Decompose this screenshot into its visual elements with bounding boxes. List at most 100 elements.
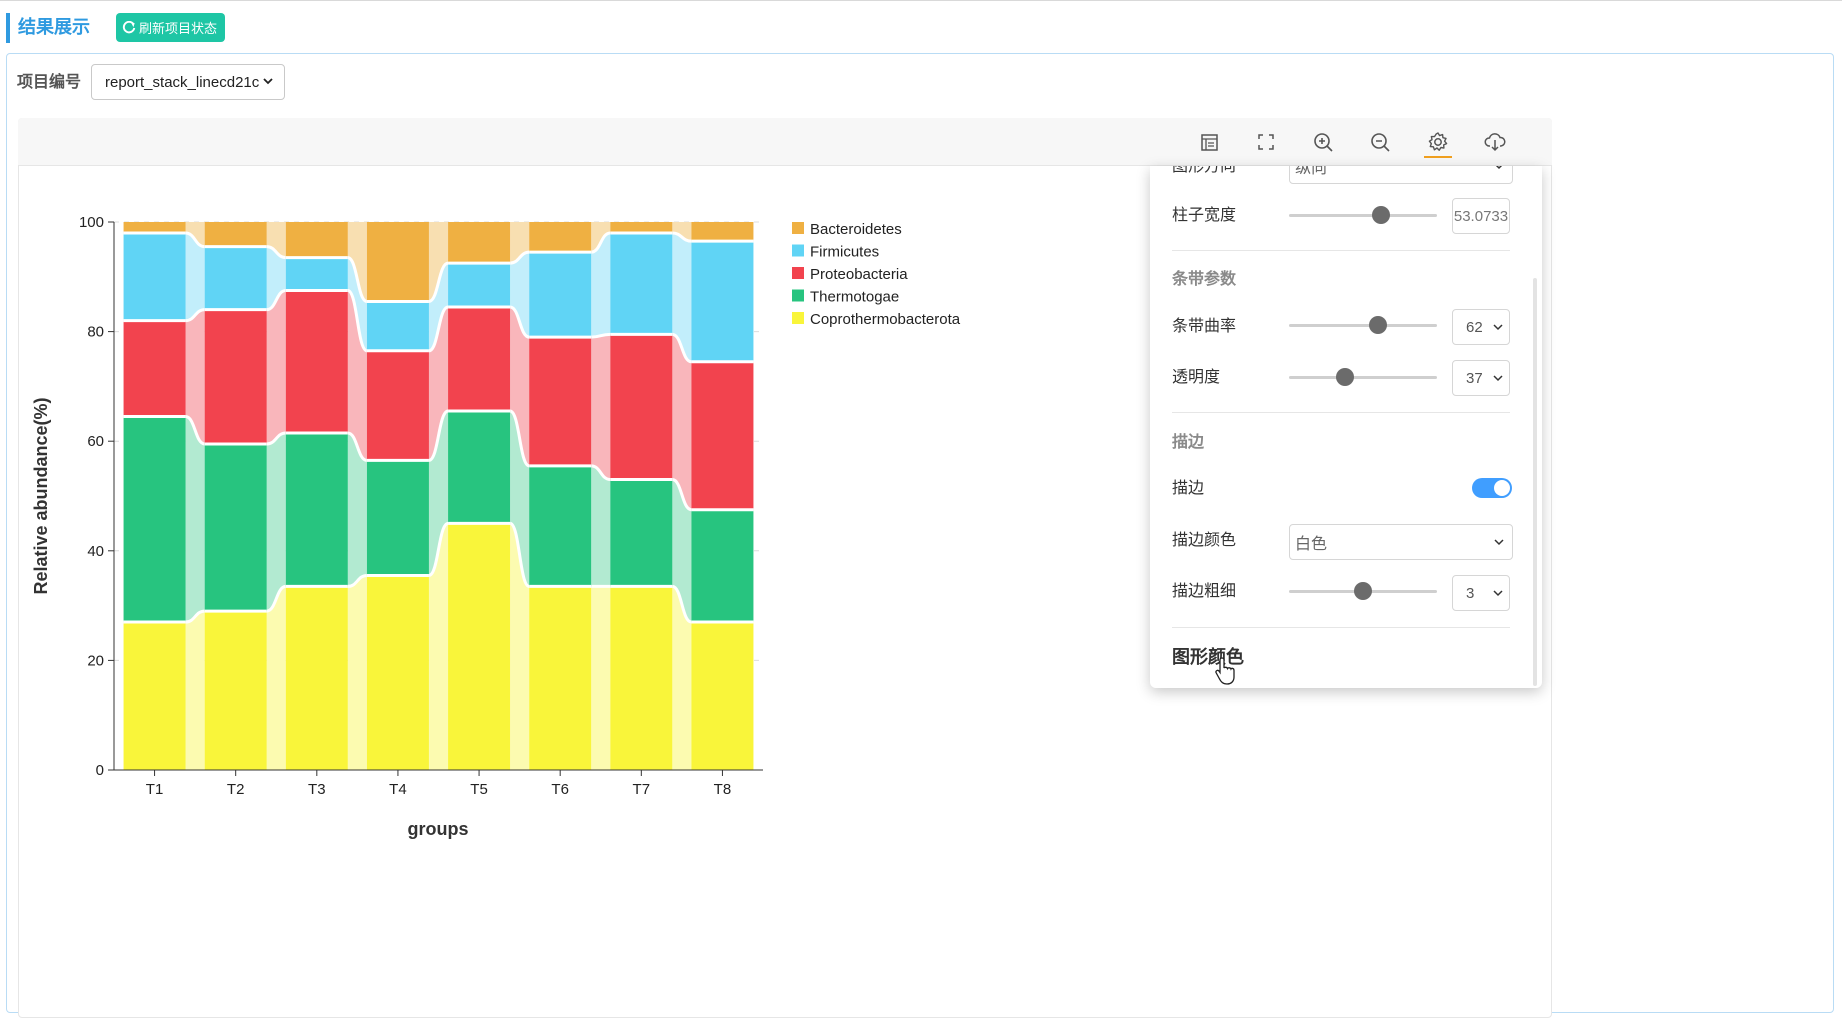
- hand-cursor-icon: [1215, 657, 1235, 685]
- refresh-status-button[interactable]: 刷新项目状态: [116, 13, 226, 42]
- bar-t2-coprothermobacterota: [204, 611, 267, 770]
- band-curvature-slider[interactable]: [1289, 316, 1437, 334]
- band-edge: [509, 409, 530, 468]
- bar-t6-bacteroidetes: [529, 222, 592, 253]
- band-bacteroidetes: [185, 222, 205, 247]
- band-edge: [266, 245, 287, 260]
- x-tick-label: T4: [389, 781, 407, 798]
- bar-t5-proteobacteria: [448, 306, 511, 412]
- y-tick-label: 100: [79, 214, 104, 231]
- settings-button[interactable]: [1424, 128, 1452, 158]
- band-edge: [672, 231, 692, 243]
- y-tick-label: 80: [87, 324, 104, 341]
- stroke-toggle-switch[interactable]: [1472, 478, 1512, 498]
- zoom-in-button[interactable]: [1310, 128, 1336, 156]
- bar-t8-proteobacteria: [691, 361, 754, 510]
- chevron-down-icon: [1493, 375, 1503, 382]
- bar-t2-bacteroidetes: [204, 222, 267, 247]
- title-accent-bar: [6, 13, 10, 43]
- bar-t6-proteobacteria: [529, 337, 592, 466]
- y-axis-title: Relative abundance(%): [31, 397, 51, 594]
- bar-width-input[interactable]: 53.0733: [1452, 198, 1510, 234]
- band-bacteroidetes: [428, 222, 449, 302]
- band-proteobacteria: [266, 290, 286, 444]
- band-edge: [185, 231, 205, 249]
- bar-t4-proteobacteria: [366, 350, 429, 461]
- bar-t3-thermotogae: [285, 432, 348, 587]
- bar-t7-proteobacteria: [610, 334, 673, 480]
- chart-direction-select[interactable]: 纵向: [1289, 166, 1513, 184]
- band-coprothermobacterota: [510, 523, 530, 770]
- stroke-width-slider[interactable]: [1289, 582, 1437, 600]
- stroke-color-label: 描边颜色: [1172, 530, 1237, 549]
- bar-width-slider-thumb[interactable]: [1371, 206, 1390, 224]
- bar-t1-thermotogae: [123, 416, 186, 623]
- download-button[interactable]: [1482, 128, 1508, 156]
- chevron-down-icon: [263, 78, 273, 85]
- bar-t6-firmicutes: [529, 252, 592, 338]
- stroke-toggle-label: 描边: [1172, 478, 1205, 497]
- legend-swatch: [792, 267, 804, 279]
- legend-label: Bacteroidetes: [810, 221, 902, 238]
- opacity-slider-thumb[interactable]: [1336, 368, 1355, 386]
- sankey-bands: [185, 222, 693, 770]
- bar-t8-firmicutes: [691, 241, 754, 362]
- y-tick-label: 0: [96, 762, 104, 779]
- band-coprothermobacterota: [428, 523, 449, 770]
- band-proteobacteria: [672, 334, 692, 510]
- band-edge: [185, 609, 205, 624]
- opacity-label: 透明度: [1172, 367, 1221, 386]
- band-curvature-slider-thumb[interactable]: [1368, 316, 1387, 334]
- band-firmicutes: [185, 232, 205, 321]
- legend-swatch: [792, 312, 804, 324]
- bar-t2-firmicutes: [204, 246, 267, 310]
- band-thermotogae: [510, 411, 530, 587]
- band-thermotogae: [672, 479, 692, 623]
- chart-direction-value: 纵向: [1295, 166, 1328, 177]
- stroke-width-label: 描边粗细: [1172, 581, 1237, 600]
- x-tick-label: T8: [714, 781, 732, 798]
- stacked-bar-chart: 0 20 40 60 80 100 T1 T2 T3 T4 T5 T6 T7 T8 Bacteroidet…: [31, 214, 961, 839]
- legend: Bacteroidetes Firmicutes Proteobacteria The…: [792, 221, 961, 328]
- settings-scrollbar[interactable]: [1533, 278, 1537, 686]
- band-edge: [428, 305, 449, 353]
- x-tick-label: T6: [551, 781, 569, 798]
- stroke-color-select[interactable]: 白色: [1289, 524, 1513, 560]
- band-edge: [347, 431, 368, 462]
- band-edge: [428, 409, 449, 462]
- legend-label: Thermotogae: [810, 289, 899, 306]
- bar-t1-proteobacteria: [123, 320, 186, 417]
- data-view-button[interactable]: [1197, 128, 1223, 156]
- band-edge: [671, 478, 692, 512]
- fullscreen-button[interactable]: [1253, 128, 1279, 156]
- band-curvature-label: 条带曲率: [1172, 316, 1237, 335]
- bar-t5-thermotogae: [448, 411, 511, 524]
- refresh-status-label: 刷新项目状态: [139, 22, 218, 37]
- band-edge: [428, 261, 449, 303]
- band-coprothermobacterota: [266, 586, 286, 770]
- opacity-slider[interactable]: [1289, 368, 1437, 386]
- bar-t7-bacteroidetes: [610, 222, 673, 233]
- stroke-section: 描边: [1172, 432, 1205, 451]
- divider: [1172, 412, 1510, 413]
- stroke-width-select[interactable]: 3: [1452, 575, 1510, 611]
- band-edge: [591, 332, 611, 339]
- bar-t2-proteobacteria: [204, 309, 267, 444]
- band-edge: [266, 431, 287, 446]
- chart-color-heading[interactable]: 图形颜色: [1172, 647, 1244, 668]
- project-id-select[interactable]: report_stack_linecd21c: [91, 64, 285, 100]
- stroke-width-slider-thumb[interactable]: [1354, 582, 1372, 600]
- x-axis-title: groups: [408, 819, 469, 839]
- legend-swatch: [792, 289, 804, 302]
- bar-width-slider[interactable]: [1289, 206, 1437, 224]
- zoom-out-button[interactable]: [1367, 128, 1393, 156]
- data-view-icon: [1201, 134, 1218, 151]
- opacity-value: 37: [1466, 369, 1483, 387]
- band-thermotogae: [591, 465, 611, 587]
- band-proteobacteria: [510, 306, 530, 466]
- band-firmicutes: [510, 252, 530, 338]
- chevron-down-icon: [1493, 590, 1503, 597]
- stroke-width-value: 3: [1466, 584, 1475, 602]
- opacity-select[interactable]: 37: [1452, 360, 1510, 396]
- band-curvature-select[interactable]: 62: [1452, 309, 1510, 345]
